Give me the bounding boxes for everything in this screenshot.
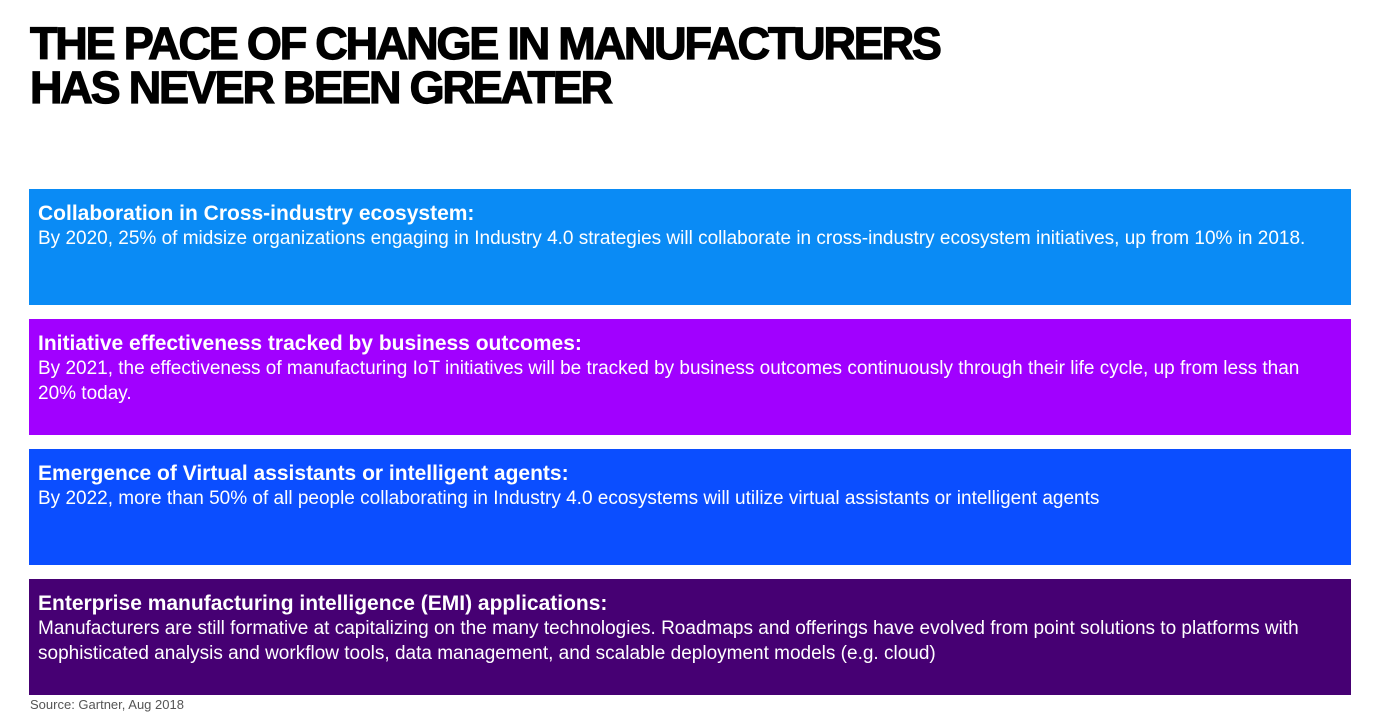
card-virtual-assistants: Emergence of Virtual assistants or intel… bbox=[29, 449, 1351, 565]
page-title-line-1: THE PACE OF CHANGE IN MANUFACTURERS bbox=[29, 18, 942, 69]
page-title-line-2: HAS NEVER BEEN GREATER bbox=[29, 62, 613, 113]
card-body: By 2020, 25% of midsize organizations en… bbox=[38, 228, 1306, 249]
card-body: By 2022, more than 50% of all people col… bbox=[38, 488, 1100, 509]
source-note: Source: Gartner, Aug 2018 bbox=[30, 697, 184, 712]
card-collaboration: Collaboration in Cross-industry ecosyste… bbox=[29, 189, 1351, 305]
card-heading: Emergence of Virtual assistants or intel… bbox=[38, 462, 569, 485]
card-body: By 2021, the effectiveness of manufactur… bbox=[38, 358, 1300, 404]
card-heading: Enterprise manufacturing intelligence (E… bbox=[38, 592, 608, 615]
card-heading: Collaboration in Cross-industry ecosyste… bbox=[38, 202, 475, 225]
card-heading: Initiative effectiveness tracked by busi… bbox=[38, 332, 582, 355]
card-body: Manufacturers are still formative at cap… bbox=[38, 618, 1299, 664]
card-emi-applications: Enterprise manufacturing intelligence (E… bbox=[29, 579, 1351, 695]
page-title: THE PACE OF CHANGE IN MANUFACTURERS HAS … bbox=[29, 18, 1350, 113]
card-initiative-effectiveness: Initiative effectiveness tracked by busi… bbox=[29, 319, 1351, 435]
